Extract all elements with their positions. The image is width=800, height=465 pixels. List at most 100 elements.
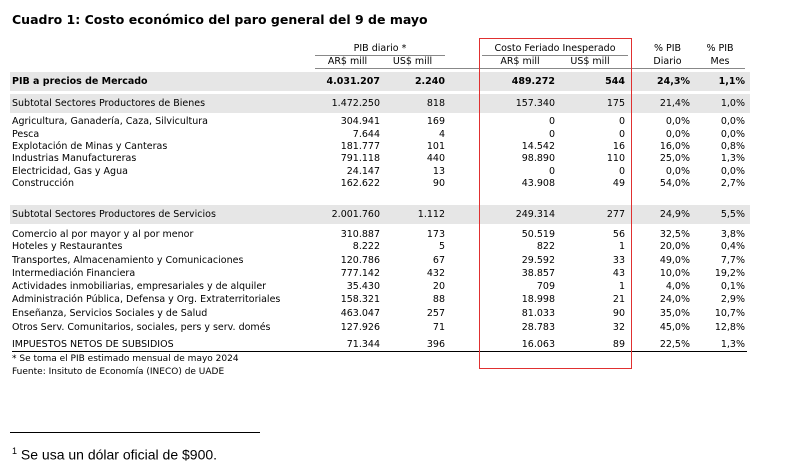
cell-value: 43 [612,268,625,279]
row-label: Industrias Manufactureras [12,153,137,164]
cell-value: 35,0% [659,308,690,319]
cell-value: 304.941 [340,116,380,127]
col-header: AR$ mill [327,56,368,67]
footnote-mark: 1 [12,446,18,456]
cell-value: 43.908 [521,178,555,189]
note: Fuente: Insituto de Economía (INECO) de … [12,367,225,377]
cell-value: 544 [605,76,625,87]
cell-value: 20 [432,281,445,292]
cell-value: 110 [606,153,625,164]
cell-value: 24,9% [659,209,690,220]
cell-value: 45,0% [659,322,690,333]
footnote: 1 Se usa un dólar oficial de $900. [12,442,217,464]
row-label: Actividades inmobiliarias, empresariales… [12,281,267,292]
row-label: Explotación de Minas y Canteras [12,141,168,152]
cell-value: 1.472.250 [331,98,380,109]
cell-value: 158.321 [340,294,380,305]
row-label: Enseñanza, Servicios Sociales y de Salud [12,308,208,319]
cell-value: 0,4% [720,241,745,252]
cell-value: 1 [618,241,625,252]
cell-value: 89 [612,339,625,350]
cell-value: 1,3% [720,153,745,164]
cell-value: 24,3% [657,76,690,87]
cell-value: 0 [618,166,625,177]
cell-value: 173 [426,229,445,240]
cell-value: 1 [618,281,625,292]
cell-value: 13 [432,166,445,177]
row-label: Administración Pública, Defensa y Org. E… [12,294,281,305]
row-label: Comercio al por mayor y al por menor [12,229,194,240]
highlight-box [479,38,632,369]
cell-value: 818 [426,98,445,109]
cell-value: 463.047 [340,308,380,319]
cell-value: 0 [548,116,555,127]
cell-value: 20,0% [659,241,690,252]
cell-value: 71.344 [346,339,380,350]
cell-value: 249.314 [515,209,555,220]
title: Cuadro 1: Costo económico del paro gener… [12,12,428,27]
row-shade [10,205,750,224]
cell-value: 29.592 [521,255,555,266]
cell-value: 12,8% [714,322,745,333]
cell-value: 49 [612,178,625,189]
row-label: PIB a precios de Mercado [12,76,148,87]
row-label: IMPUESTOS NETOS DE SUBSIDIOS [12,339,174,350]
cell-value: 3,8% [720,229,745,240]
col-header: % PIB [706,43,734,54]
cell-value: 19,2% [714,268,745,279]
cell-value: 2.001.760 [331,209,380,220]
cell-value: 33 [612,255,625,266]
cell-value: 0,8% [720,141,745,152]
cell-value: 2.240 [414,76,445,87]
cell-value: 0,0% [720,129,745,140]
cell-value: 38.857 [521,268,555,279]
cell-value: 169 [426,116,445,127]
cell-value: 50.519 [521,229,555,240]
cell-value: 10,0% [659,268,690,279]
cell-value: 8.222 [352,241,380,252]
cell-value: 0 [618,129,625,140]
rule [315,68,745,69]
cell-value: 127.926 [340,322,380,333]
rule [315,55,445,56]
row-shade [10,94,750,113]
col-header: AR$ mill [500,56,540,67]
cell-value: 16,0% [659,141,690,152]
cell-value: 4 [438,129,445,140]
cell-value: 822 [536,241,555,252]
cell-value: 90 [432,178,445,189]
cell-value: 175 [606,98,625,109]
cell-value: 162.622 [340,178,380,189]
cell-value: 1.112 [417,209,445,220]
note: * Se toma el PIB estimado mensual de may… [12,354,239,364]
cell-value: 2,7% [720,178,745,189]
row-label: Hoteles y Restaurantes [12,241,123,252]
cell-value: 5,5% [720,209,745,220]
cell-value: 791.118 [340,153,380,164]
cell-value: 1,0% [720,98,745,109]
cell-value: 7.644 [352,129,380,140]
cell-value: 49,0% [659,255,690,266]
cell-value: 5 [438,241,445,252]
cell-value: 440 [426,153,445,164]
row-label: Otros Serv. Comunitarios, sociales, pers… [12,322,271,333]
cell-value: 98.890 [521,153,555,164]
col-header: Diario [653,56,682,67]
cell-value: 0,0% [720,116,745,127]
cell-value: 181.777 [340,141,380,152]
cell-value: 28.783 [521,322,555,333]
cell-value: 21,4% [659,98,690,109]
cell-value: 21 [612,294,625,305]
cell-value: 4.031.207 [326,76,381,87]
cell-value: 0,0% [665,129,690,140]
cell-value: 24,0% [659,294,690,305]
cell-value: 432 [426,268,445,279]
cell-value: 7,7% [720,255,745,266]
row-label: Transportes, Almacenamiento y Comunicaci… [12,255,244,266]
cell-value: 90 [612,308,625,319]
cell-value: 16 [612,141,625,152]
cell-value: 67 [432,255,445,266]
cell-value: 71 [432,322,445,333]
cell-value: 16.063 [521,339,555,350]
